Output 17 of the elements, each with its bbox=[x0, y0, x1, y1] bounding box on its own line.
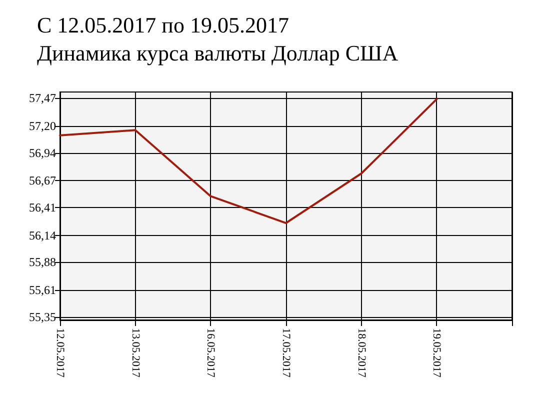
x-tick-label: 13.05.2017 bbox=[129, 328, 142, 378]
x-tick-label: 18.05.2017 bbox=[355, 328, 368, 378]
y-tick-label: 57,20 bbox=[29, 119, 56, 134]
y-tick-label: 56,67 bbox=[29, 174, 56, 188]
y-tick-label: 56,41 bbox=[29, 200, 56, 215]
x-tick-label: 19.05.2017 bbox=[430, 328, 443, 378]
y-tick-label: 56,14 bbox=[29, 228, 56, 242]
y-tick-label: 56,94 bbox=[29, 146, 56, 160]
chart-title: С 12.05.2017 по 19.05.2017 Динамика курса валюты Доллар США bbox=[37, 12, 398, 66]
x-tick-label: 12.05.2017 bbox=[54, 328, 66, 378]
y-tick-label: 55,88 bbox=[29, 255, 56, 270]
y-tick-label: 57,47 bbox=[29, 91, 56, 106]
x-tick-label: 16.05.2017 bbox=[204, 328, 217, 378]
x-tick-label: 17.05.2017 bbox=[280, 328, 292, 378]
y-tick-label: 55,35 bbox=[29, 310, 56, 324]
y-tick-label: 55,61 bbox=[29, 283, 56, 298]
line-series bbox=[59, 98, 438, 224]
